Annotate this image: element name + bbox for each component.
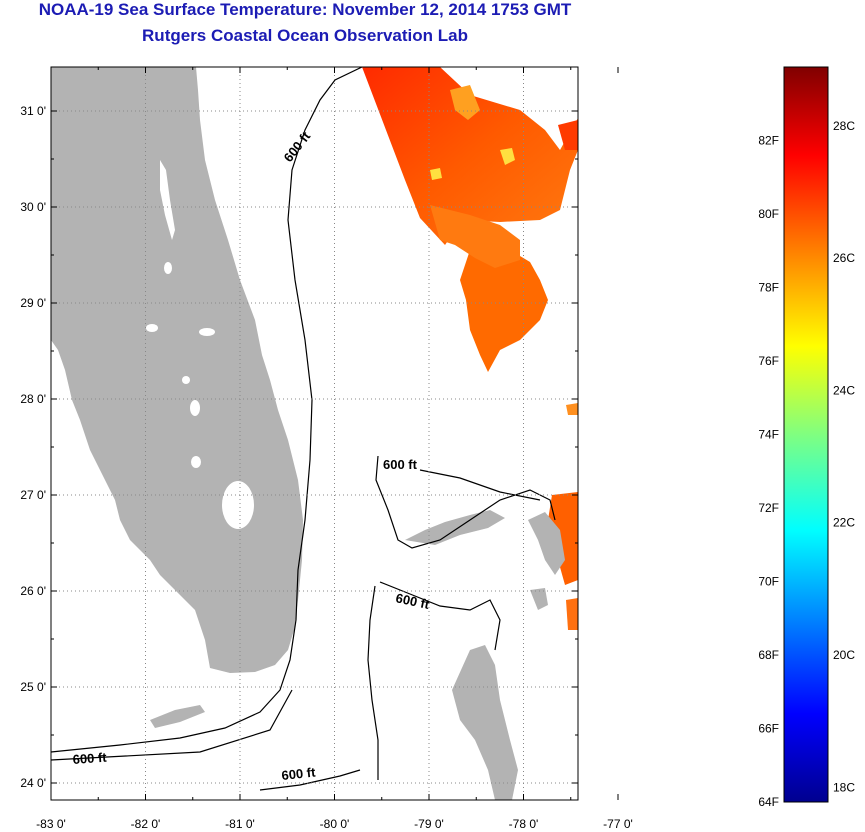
lon-tick-label: -79 0' bbox=[414, 817, 444, 831]
inland-lakes bbox=[146, 160, 254, 529]
contour-label: 600 ft bbox=[281, 764, 317, 783]
grand-bahama-land bbox=[405, 510, 505, 545]
lat-tick-label: 27 0' bbox=[20, 488, 46, 502]
lon-tick-label: -82 0' bbox=[131, 817, 161, 831]
andros-land bbox=[452, 645, 518, 800]
colorbar-f-label: 82F bbox=[758, 134, 779, 148]
colorbar-c-label: 24C bbox=[833, 383, 855, 397]
abaco-land bbox=[528, 512, 565, 575]
colorbar-f-label: 78F bbox=[758, 281, 779, 295]
colorbar-fahrenheit-labels: 82F 80F 78F 76F 74F 72F 70F 68F 66F 64F bbox=[758, 134, 779, 810]
lat-tick-label: 31 0' bbox=[20, 104, 46, 118]
lon-tick-label: -80 0' bbox=[320, 817, 350, 831]
colorbar-f-label: 66F bbox=[758, 722, 779, 736]
map-subtitle: Rutgers Coastal Ocean Observation Lab bbox=[142, 26, 468, 45]
colorbar-f-label: 70F bbox=[758, 575, 779, 589]
isobath-contours bbox=[51, 67, 556, 791]
florida-keys bbox=[150, 705, 205, 728]
colorbar-f-label: 80F bbox=[758, 207, 779, 221]
lat-tick-label: 29 0' bbox=[20, 296, 46, 310]
colorbar-c-label: 18C bbox=[833, 780, 855, 794]
colorbar-f-label: 72F bbox=[758, 501, 779, 515]
colorbar-c-label: 22C bbox=[833, 516, 855, 530]
lat-tick-label: 26 0' bbox=[20, 584, 46, 598]
longitude-axis: -83 0' -82 0' -81 0' -80 0' -79 0' -78 0' -77 … bbox=[36, 67, 633, 831]
map-frame bbox=[50, 66, 579, 801]
lon-tick-label: -81 0' bbox=[225, 817, 255, 831]
colorbar-c-label: 26C bbox=[833, 251, 855, 265]
colorbar-f-label: 74F bbox=[758, 428, 779, 442]
lat-tick-label: 25 0' bbox=[20, 680, 46, 694]
colorbar-celsius-labels: 28C 26C 24C 22C 20C 18C bbox=[833, 119, 855, 794]
colorbar-f-label: 76F bbox=[758, 354, 779, 368]
small-island bbox=[530, 588, 548, 610]
contour-label: 600 ft bbox=[383, 457, 418, 472]
map-title: NOAA-19 Sea Surface Temperature: Novembe… bbox=[38, 0, 572, 19]
lon-tick-label: -78 0' bbox=[509, 817, 539, 831]
lat-tick-label: 30 0' bbox=[20, 200, 46, 214]
latitude-axis: 31 0' 30 0' 29 0' 28 0' 27 0' 26 0' 25 0' 24 0' bbox=[20, 104, 578, 790]
lon-tick-label: -83 0' bbox=[36, 817, 66, 831]
colorbar-c-label: 20C bbox=[833, 648, 855, 662]
colorbar bbox=[783, 66, 829, 803]
lon-tick-label: -77 0' bbox=[603, 817, 633, 831]
contour-label: 600 ft bbox=[394, 590, 431, 612]
contour-label: 600 ft bbox=[72, 750, 108, 767]
lat-tick-label: 24 0' bbox=[20, 776, 46, 790]
colorbar-f-label: 68F bbox=[758, 648, 779, 662]
colorbar-f-label: 64F bbox=[758, 795, 779, 809]
lat-tick-label: 28 0' bbox=[20, 392, 46, 406]
colorbar-c-label: 28C bbox=[833, 119, 855, 133]
